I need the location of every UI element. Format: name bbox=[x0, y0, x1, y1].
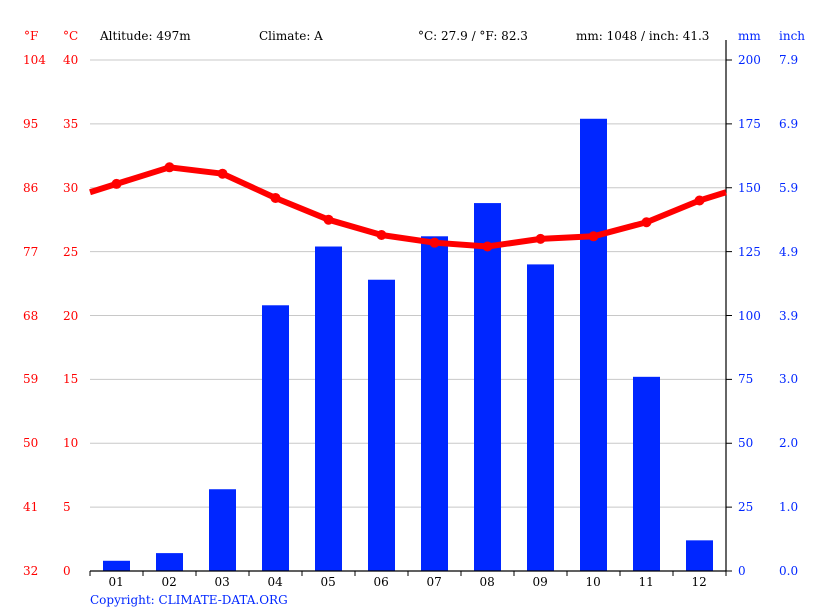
month-label: 03 bbox=[214, 575, 230, 589]
inch-tick-label: 3.9 bbox=[779, 308, 799, 323]
precipitation-bar bbox=[527, 264, 554, 571]
temperature-point bbox=[323, 214, 334, 225]
mm-tick-label: 75 bbox=[738, 372, 754, 387]
month-label: 09 bbox=[532, 575, 548, 589]
celsius-unit-label: °C bbox=[63, 29, 79, 43]
precipitation-bar bbox=[156, 553, 183, 571]
temperature-point bbox=[535, 233, 546, 244]
celsius-tick-label: 35 bbox=[63, 116, 79, 131]
precipitation-bar bbox=[209, 489, 236, 571]
celsius-tick-label: 10 bbox=[63, 436, 79, 451]
inch-tick-label: 4.9 bbox=[779, 244, 799, 259]
mm-tick-label: 150 bbox=[738, 180, 761, 195]
mm-tick-label: 0 bbox=[738, 564, 746, 578]
month-label: 08 bbox=[479, 575, 495, 589]
fahrenheit-tick-label: 86 bbox=[23, 180, 39, 195]
mm-tick-label: 50 bbox=[738, 436, 754, 451]
month-label: 07 bbox=[426, 575, 442, 589]
month-label: 06 bbox=[373, 575, 389, 589]
fahrenheit-tick-label: 50 bbox=[23, 436, 39, 451]
fahrenheit-unit-label: °F bbox=[24, 29, 39, 43]
temperature-point bbox=[482, 241, 493, 252]
altitude-label: Altitude: 497m bbox=[100, 29, 191, 43]
precipitation-bar bbox=[633, 376, 660, 571]
month-label: 11 bbox=[638, 575, 654, 589]
precipitation-bar bbox=[315, 246, 342, 571]
inch-tick-label: 5.9 bbox=[779, 180, 799, 195]
mm-unit-label: mm bbox=[738, 29, 761, 43]
precipitation-summary: mm: 1048 / inch: 41.3 bbox=[576, 29, 710, 43]
mm-tick-label: 200 bbox=[738, 53, 761, 67]
fahrenheit-tick-label: 59 bbox=[23, 372, 39, 387]
fahrenheit-tick-label: 77 bbox=[23, 244, 39, 259]
month-label: 05 bbox=[320, 575, 336, 589]
precipitation-bar bbox=[262, 305, 289, 571]
mm-tick-label: 125 bbox=[738, 244, 761, 259]
celsius-tick-label: 5 bbox=[63, 500, 71, 515]
inch-tick-label: 6.9 bbox=[779, 116, 799, 131]
climate-label: Climate: A bbox=[259, 29, 323, 43]
month-label: 01 bbox=[108, 575, 124, 589]
temperature-point bbox=[588, 231, 599, 242]
inch-tick-label: 1.0 bbox=[779, 500, 799, 515]
temperature-line bbox=[89, 164, 727, 250]
precipitation-bar bbox=[580, 118, 607, 571]
inch-tick-label: 3.0 bbox=[779, 372, 799, 387]
temperature-point bbox=[164, 162, 175, 173]
inch-tick-label: 2.0 bbox=[779, 436, 799, 451]
precipitation-bar bbox=[103, 560, 130, 571]
temperature-point bbox=[429, 237, 440, 248]
precipitation-bar bbox=[686, 540, 713, 571]
celsius-tick-label: 20 bbox=[63, 308, 79, 323]
celsius-tick-label: 40 bbox=[63, 53, 79, 67]
month-label: 12 bbox=[691, 575, 707, 589]
mm-tick-label: 100 bbox=[738, 308, 761, 323]
precipitation-bar bbox=[368, 279, 395, 571]
celsius-tick-label: 30 bbox=[63, 180, 79, 195]
temperature-point bbox=[270, 192, 281, 203]
month-label: 02 bbox=[161, 575, 177, 589]
month-label: 04 bbox=[267, 575, 283, 589]
inch-tick-label: 7.9 bbox=[779, 53, 799, 67]
temperature-point bbox=[641, 217, 652, 228]
precipitation-bar bbox=[474, 203, 501, 571]
fahrenheit-tick-label: 41 bbox=[23, 500, 39, 515]
fahrenheit-tick-label: 104 bbox=[23, 53, 46, 67]
mm-tick-label: 175 bbox=[738, 116, 761, 131]
temperature-point bbox=[217, 168, 228, 179]
inch-tick-label: 0.0 bbox=[779, 564, 799, 578]
month-label: 10 bbox=[585, 575, 601, 589]
temperature-point bbox=[111, 178, 122, 189]
temperature-point bbox=[694, 195, 705, 206]
fahrenheit-tick-label: 95 bbox=[23, 116, 39, 131]
inch-unit-label: inch bbox=[779, 29, 806, 43]
temperature-summary: °C: 27.9 / °F: 82.3 bbox=[418, 29, 528, 43]
temperature-point bbox=[376, 230, 387, 241]
celsius-tick-label: 15 bbox=[63, 372, 79, 387]
fahrenheit-tick-label: 32 bbox=[23, 564, 39, 578]
celsius-tick-label: 0 bbox=[63, 564, 71, 578]
copyright-link[interactable]: Copyright: CLIMATE-DATA.ORG bbox=[90, 593, 288, 607]
precipitation-bar bbox=[421, 236, 448, 572]
celsius-tick-label: 25 bbox=[63, 244, 79, 259]
mm-tick-label: 25 bbox=[738, 500, 754, 515]
fahrenheit-tick-label: 68 bbox=[23, 308, 39, 323]
